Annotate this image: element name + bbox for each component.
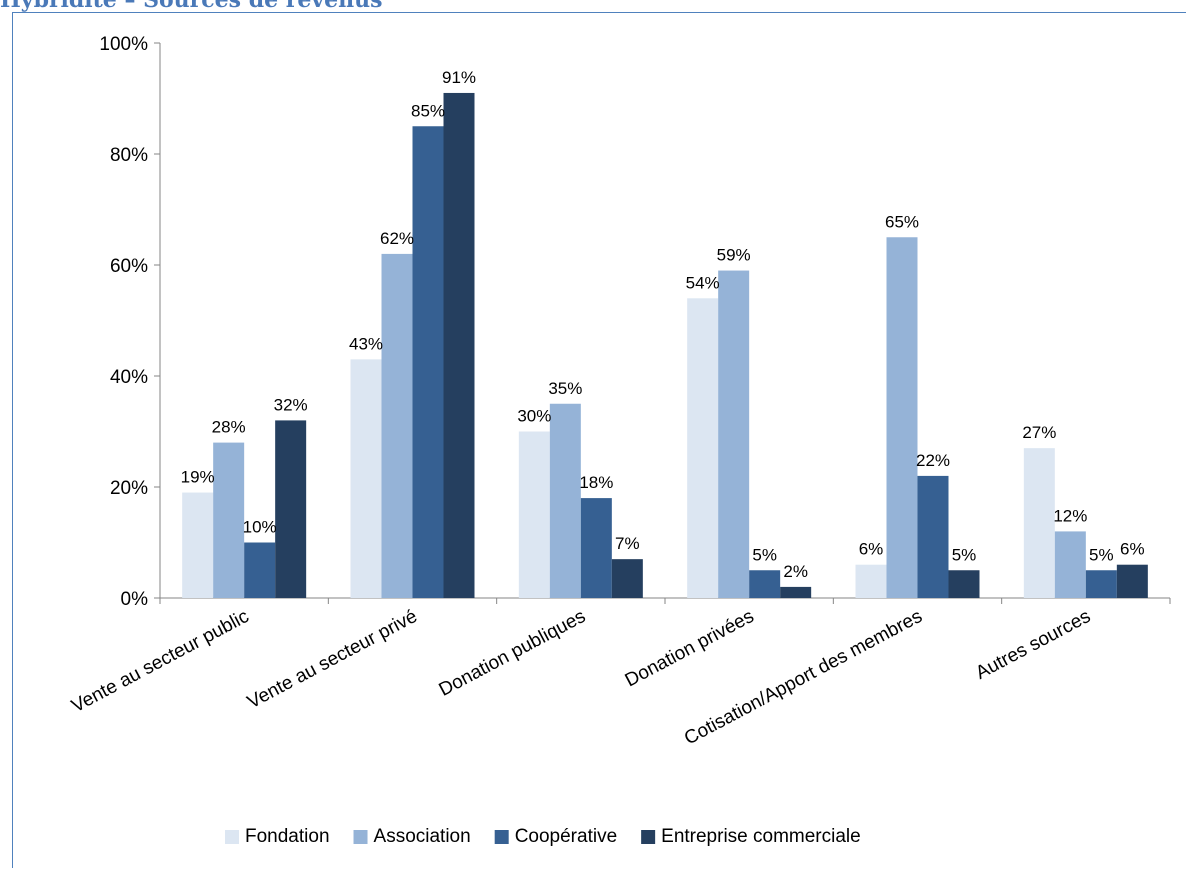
y-tick-label: 60% <box>110 256 148 277</box>
legend-label: Fondation <box>245 826 330 847</box>
category-label: Vente au secteur privé <box>244 606 421 713</box>
data-label: 10% <box>243 518 277 537</box>
data-label: 19% <box>181 468 215 487</box>
data-label: 85% <box>411 101 445 120</box>
data-label: 12% <box>1053 506 1087 525</box>
bar <box>275 420 307 598</box>
y-tick-label: 40% <box>110 367 148 388</box>
data-label: 43% <box>349 334 383 353</box>
bar <box>443 92 475 598</box>
data-labels: 19% 28% 10% 32% 43% 62% 85% 91% 30% 35% 18% 7% 54% 59… <box>181 68 1145 581</box>
page-heading: Hybridité – Sources de revenus <box>0 0 383 13</box>
legend-swatch <box>641 830 656 844</box>
category-label: Donation publiques <box>436 606 590 701</box>
data-label: 30% <box>517 407 551 426</box>
data-label: 6% <box>1120 540 1145 559</box>
bar <box>718 270 750 598</box>
data-label: 7% <box>615 534 640 553</box>
bar <box>381 253 413 598</box>
category-label: Autres sources <box>972 606 1094 684</box>
data-label: 18% <box>579 473 613 492</box>
bar <box>687 298 719 598</box>
legend: Fondation Association Coopérative Entrepris… <box>225 826 861 847</box>
axes: 0% 20% 40% 60% 80% 100% <box>99 34 1171 610</box>
category-label: Vente au secteur public <box>68 606 252 717</box>
bar <box>1116 564 1148 598</box>
data-label: 35% <box>548 379 582 398</box>
legend-swatch <box>353 830 368 844</box>
data-label: 2% <box>783 562 808 581</box>
data-label: 6% <box>859 540 884 559</box>
legend-label: Coopérative <box>515 826 617 847</box>
legend-label: Association <box>374 826 471 847</box>
data-label: 65% <box>885 212 919 231</box>
bar <box>917 475 949 598</box>
bar <box>1054 531 1086 598</box>
y-tick-label: 100% <box>99 34 148 55</box>
chart-frame <box>12 12 1186 868</box>
data-label: 54% <box>686 273 720 292</box>
data-label: 5% <box>752 545 777 564</box>
data-label: 91% <box>442 68 476 87</box>
data-label: 27% <box>1022 423 1056 442</box>
data-label: 5% <box>952 545 977 564</box>
bar <box>244 542 276 598</box>
bar <box>948 570 980 598</box>
data-label: 5% <box>1089 545 1114 564</box>
bar <box>1085 570 1117 598</box>
legend-swatch <box>494 830 509 844</box>
bar <box>855 564 887 598</box>
bar <box>780 586 812 598</box>
y-tick-label: 20% <box>110 478 148 499</box>
bars <box>182 92 1148 598</box>
data-label: 32% <box>274 395 308 414</box>
y-tick-label: 0% <box>121 589 149 610</box>
bar <box>611 559 643 598</box>
bar <box>518 431 550 598</box>
category-label: Donation privées <box>622 606 758 691</box>
bar <box>749 570 781 598</box>
bar <box>350 359 382 598</box>
bar <box>549 403 581 598</box>
bar <box>213 442 245 598</box>
bar <box>182 492 214 598</box>
data-label: 28% <box>212 418 246 437</box>
y-tick-label: 80% <box>110 145 148 166</box>
bar <box>412 126 444 598</box>
data-label: 59% <box>717 246 751 265</box>
bar <box>1023 448 1055 598</box>
data-label: 22% <box>916 451 950 470</box>
bar <box>886 237 918 598</box>
legend-label: Entreprise commerciale <box>661 826 861 847</box>
data-label: 62% <box>380 229 414 248</box>
legend-swatch <box>225 830 239 844</box>
bar <box>580 498 612 598</box>
